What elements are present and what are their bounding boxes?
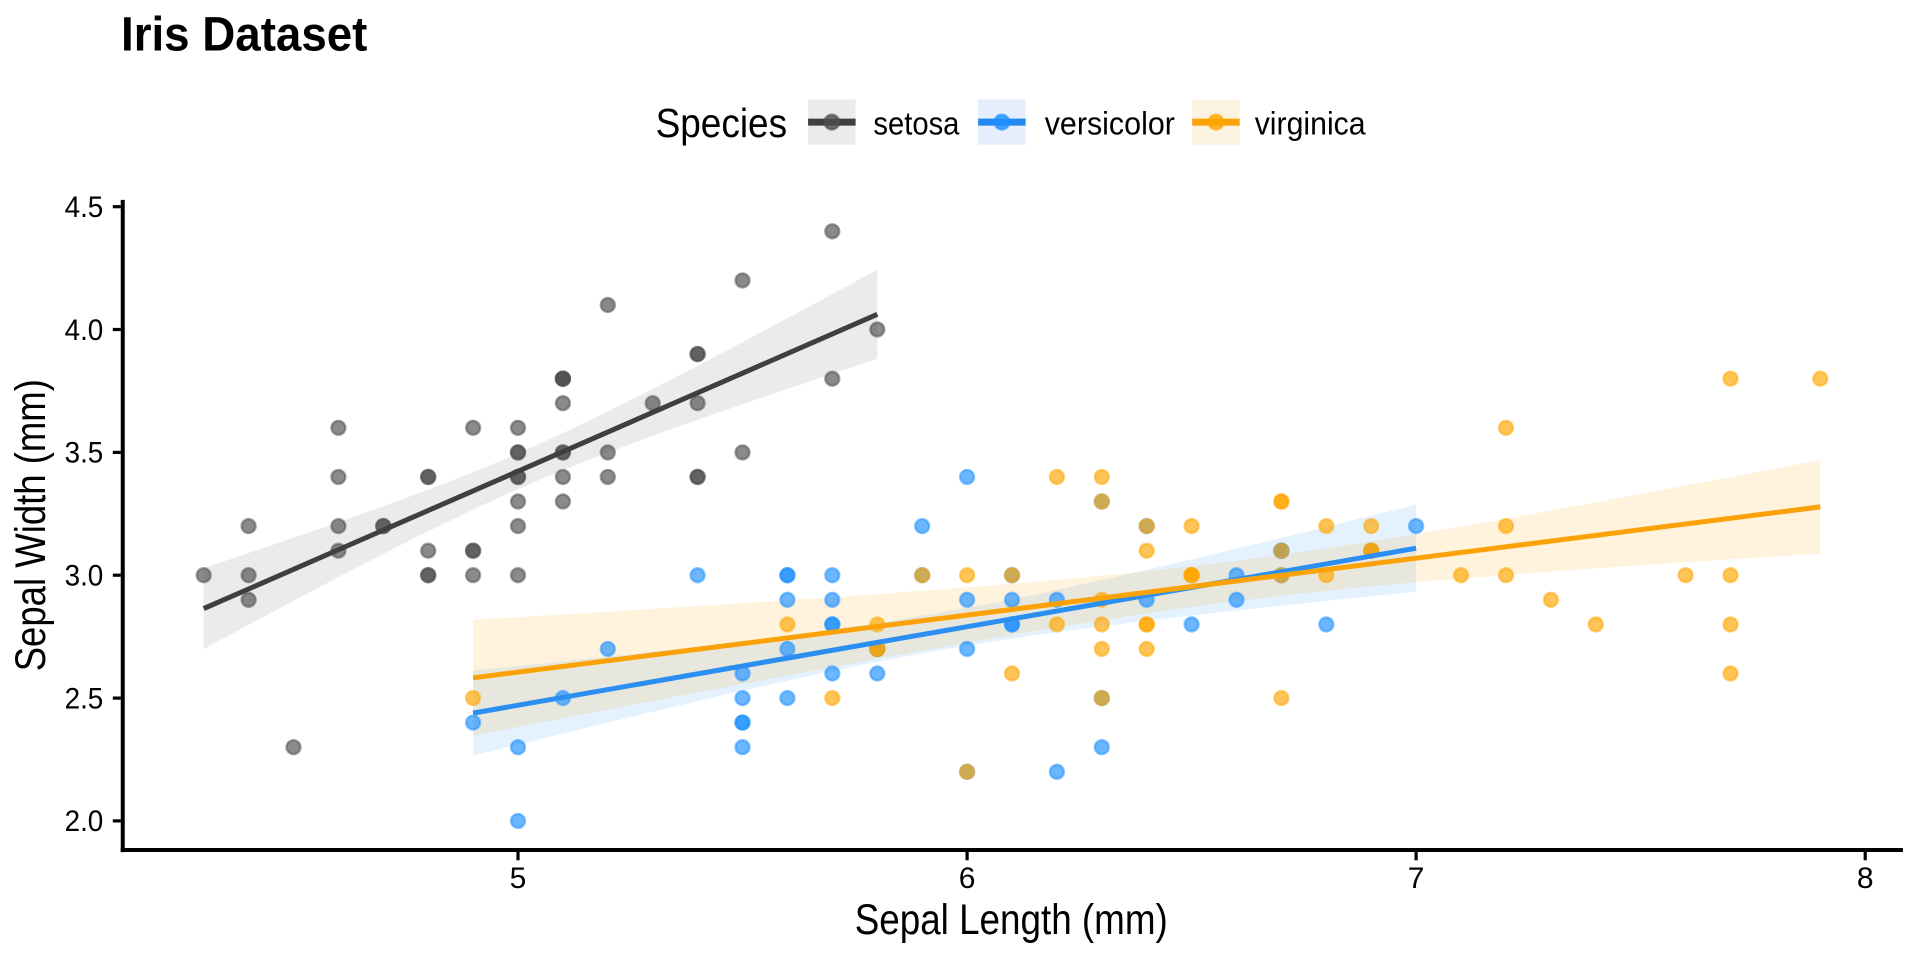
svg-text:virginica: virginica (1255, 106, 1366, 142)
svg-text:2.0: 2.0 (65, 805, 104, 838)
svg-text:versicolor: versicolor (1045, 106, 1176, 142)
svg-text:7: 7 (1408, 862, 1425, 895)
svg-text:4.0: 4.0 (65, 314, 104, 347)
svg-text:3.5: 3.5 (65, 437, 104, 470)
svg-text:Species: Species (656, 100, 788, 146)
svg-text:5: 5 (510, 862, 527, 895)
svg-text:6: 6 (959, 862, 976, 895)
svg-text:3.0: 3.0 (65, 560, 104, 593)
svg-text:Sepal Width (mm): Sepal Width (mm) (7, 379, 55, 671)
svg-text:Sepal Length (mm): Sepal Length (mm) (855, 896, 1168, 944)
svg-text:Iris Dataset: Iris Dataset (121, 9, 367, 62)
svg-text:4.5: 4.5 (65, 191, 104, 224)
svg-text:2.5: 2.5 (65, 682, 104, 715)
svg-text:8: 8 (1857, 862, 1874, 895)
svg-text:setosa: setosa (873, 106, 959, 142)
